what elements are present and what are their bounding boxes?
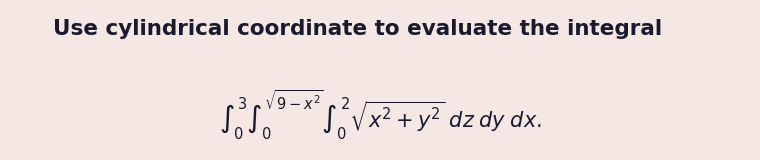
Text: Use cylindrical coordinate to evaluate the integral: Use cylindrical coordinate to evaluate t… bbox=[53, 19, 662, 39]
Text: $\int_{0}^{3} \int_{0}^{\sqrt{9-x^2}} \int_{0}^{2} \sqrt{x^2 + y^2}\; dz\; dy\; : $\int_{0}^{3} \int_{0}^{\sqrt{9-x^2}} \i… bbox=[219, 88, 541, 142]
